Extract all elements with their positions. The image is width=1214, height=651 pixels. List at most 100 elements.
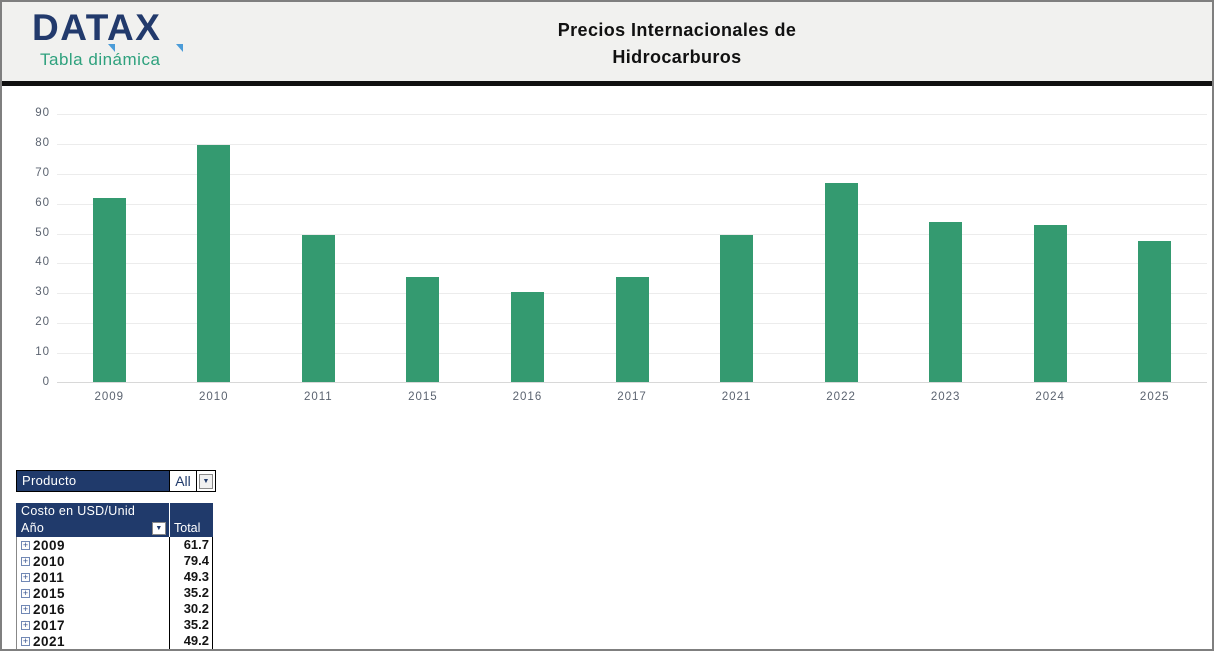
bar-2025[interactable] [1138, 241, 1172, 382]
pivot-row-2009: +2009 61.7 [17, 537, 213, 553]
header: DATAX Tabla dinámica Precios Internacion… [2, 2, 1212, 86]
logo-subtitle: Tabla dinámica [40, 50, 161, 69]
pivot-row-2021: +2021 49.2 [17, 633, 213, 649]
page-title: Precios Internacionales de Hidrocarburos [392, 17, 962, 71]
producto-filter: Producto All ▼ [16, 470, 216, 492]
y-axis-tick: 90 [35, 107, 50, 119]
x-axis-label: 2023 [930, 391, 961, 403]
logo-accent-triangle-icon [108, 44, 115, 52]
y-axis-tick: 40 [35, 256, 50, 269]
y-axis-tick: 0 [42, 376, 50, 388]
y-axis-tick: 20 [35, 316, 50, 329]
pivot-row-2017: +2017 35.2 [17, 617, 213, 633]
year-label: 2016 [33, 601, 66, 617]
bar-2009[interactable] [92, 197, 126, 382]
gridline [57, 143, 1207, 145]
x-axis-label: 2011 [303, 391, 333, 403]
x-axis-label: 2017 [617, 391, 647, 403]
year-label: 2010 [33, 553, 66, 569]
bar-2024[interactable] [1033, 224, 1067, 382]
gridline [57, 114, 1207, 115]
year-label: 2009 [33, 537, 66, 553]
expand-icon[interactable]: + [21, 555, 30, 566]
bar-2010[interactable] [197, 144, 231, 382]
bar-2015[interactable] [406, 276, 440, 382]
filter-value[interactable]: All [169, 471, 196, 491]
x-axis-label: 2010 [199, 391, 229, 403]
total-cell[interactable]: 30.2 [170, 601, 213, 617]
page-title-line1: Precios Internacionales de [557, 20, 797, 40]
year-cell[interactable]: +2016 [17, 601, 170, 617]
total-cell[interactable]: 79.4 [170, 553, 213, 569]
bar-2017[interactable] [615, 276, 649, 382]
gridline [57, 203, 1207, 205]
pivot-row-2016: +2016 30.2 [17, 601, 213, 617]
pivot-total-header: Total [170, 520, 213, 537]
logo-text: DATAX [32, 7, 162, 48]
filter-label: Producto [17, 471, 169, 491]
pivot-header-row1: Costo en USD/Unid [16, 503, 213, 520]
x-axis-label: 2024 [1035, 391, 1065, 403]
x-axis-label: 2021 [721, 391, 752, 403]
pivot-row-2015: +2015 35.2 [17, 585, 213, 601]
year-cell[interactable]: +2011 [17, 569, 170, 585]
total-cell[interactable]: 49.3 [170, 569, 213, 585]
bar-2023[interactable] [929, 222, 963, 382]
bar-2022[interactable] [824, 183, 858, 382]
year-label: 2017 [33, 617, 66, 633]
logo-accent-triangle-icon [176, 44, 183, 52]
year-cell[interactable]: +2021 [17, 633, 170, 649]
expand-icon[interactable]: + [21, 587, 30, 598]
pivot-row-2011: +2011 49.3 [17, 569, 213, 585]
chevron-down-icon: ▼ [199, 473, 213, 489]
year-cell[interactable]: +2017 [17, 617, 170, 633]
expand-icon[interactable]: + [21, 619, 30, 630]
expand-icon[interactable]: + [21, 539, 30, 550]
total-cell[interactable]: 49.2 [170, 633, 213, 649]
total-cell[interactable]: 61.7 [170, 537, 213, 553]
bar-2011[interactable] [301, 234, 335, 382]
y-axis-tick: 10 [35, 346, 50, 359]
plot-area [57, 114, 1207, 383]
bar-2021[interactable] [720, 234, 754, 382]
expand-icon[interactable]: + [21, 603, 30, 614]
year-label: 2015 [33, 585, 66, 601]
year-label: 2011 [33, 569, 65, 585]
gridline [57, 233, 1207, 235]
pivot-rows: +2009 61.7 +2010 79.4 +2011 49.3 +2015 35.2 +201… [16, 537, 213, 649]
logo: DATAX Tabla dinámica [32, 8, 252, 70]
pivot-title: Costo en USD/Unid [16, 503, 169, 520]
pivot-header-row2: Año ▼ Total [16, 520, 213, 537]
filter-dropdown-button[interactable]: ▼ [196, 471, 215, 491]
pivot-table: Costo en USD/Unid Año ▼ Total +2009 61.7 +… [16, 503, 213, 649]
expand-icon[interactable]: + [21, 635, 30, 646]
year-label: 2021 [33, 633, 66, 649]
pivot-row-2010: +2010 79.4 [17, 553, 213, 569]
x-axis-label: 2022 [826, 391, 856, 403]
x-axis-label: 2025 [1139, 391, 1170, 403]
expand-icon[interactable]: + [21, 571, 30, 582]
year-cell[interactable]: +2009 [17, 537, 170, 553]
year-cell[interactable]: +2015 [17, 585, 170, 601]
total-cell[interactable]: 35.2 [170, 617, 213, 633]
y-axis-tick: 30 [35, 286, 50, 299]
year-cell[interactable]: +2010 [17, 553, 170, 569]
page-title-line2: Hidrocarburos [612, 47, 742, 67]
pivot-row-header-label: Año [21, 521, 45, 535]
y-axis-tick: 70 [35, 166, 50, 179]
bar-2016[interactable] [510, 291, 544, 382]
pivot-header-corner [170, 503, 213, 520]
y-axis-tick: 60 [35, 196, 50, 209]
x-axis-label: 2015 [408, 391, 438, 403]
y-axis-tick: 50 [35, 226, 50, 239]
total-cell[interactable]: 35.2 [170, 585, 213, 601]
y-axis-tick: 80 [35, 136, 50, 149]
gridline [57, 173, 1207, 175]
x-axis-label: 2009 [94, 391, 125, 403]
year-filter-button[interactable]: ▼ [152, 522, 166, 535]
pivot-row-header: Año ▼ [16, 520, 169, 537]
x-axis: 2009 2010 2011 2015 2016 2017 2021 2022 2023 2024… [57, 391, 1207, 411]
chevron-down-icon: ▼ [155, 525, 163, 532]
x-axis-label: 2016 [512, 391, 543, 403]
